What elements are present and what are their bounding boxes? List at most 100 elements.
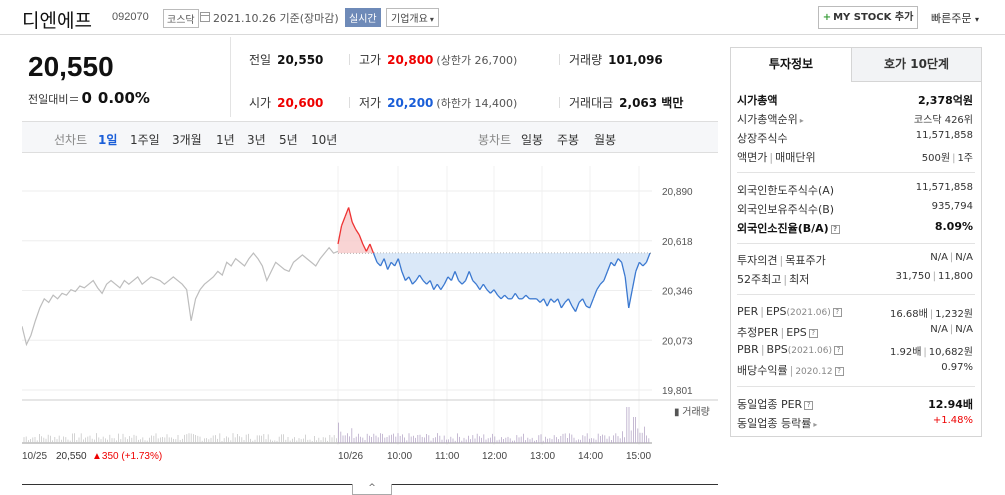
candle-monthly[interactable]: 월봉	[594, 133, 617, 147]
price-segment	[376, 261, 382, 267]
candle-weekly[interactable]: 주봉	[557, 133, 580, 147]
price-segment	[514, 292, 520, 300]
price-segment	[638, 261, 644, 267]
price-segment	[465, 271, 470, 281]
price-segment	[578, 298, 584, 303]
price-segment	[450, 271, 456, 281]
my-stock-add-button[interactable]: + MY STOCK 추가	[818, 6, 918, 29]
plus-icon: +	[822, 12, 832, 23]
investment-info-panel: 투자정보 호가 10단계 시가총액 2,378억원 시가총액순위 ▸ 코스닥 426위…	[730, 47, 982, 437]
row-pbr-bps: PBR | BPS(2021.06)? 1.92배 | 10,682원	[737, 343, 973, 358]
period-1y[interactable]: 1년	[216, 133, 235, 147]
price-segment	[631, 271, 637, 290]
price-segment	[422, 280, 428, 285]
price-segment	[443, 276, 449, 285]
chevron-right-icon: ▸	[813, 420, 818, 429]
price-segment	[560, 302, 566, 309]
chevron-down-icon: ▾	[974, 15, 979, 24]
price-segment	[525, 294, 530, 300]
price-segment	[500, 294, 506, 300]
row-shares: 상장주식수 11,571,858	[737, 130, 973, 145]
price-segment	[387, 261, 392, 270]
tab-investment-info[interactable]: 투자정보	[731, 48, 851, 82]
stock-code: 092070	[112, 11, 149, 23]
row-market-cap: 시가총액 2,378억원	[737, 94, 973, 107]
candle-daily[interactable]: 일봉	[521, 133, 544, 147]
tab-order-book[interactable]: 호가 10단계	[851, 48, 981, 82]
price-segment	[582, 298, 587, 307]
candle-chart-label: 봉차트	[478, 133, 512, 147]
price-segment	[489, 289, 495, 294]
price-segment	[624, 276, 630, 309]
period-5y[interactable]: 5년	[279, 133, 298, 147]
company-info-label: 기업개요	[391, 14, 428, 25]
price-segment	[369, 243, 375, 254]
quick-order-button[interactable]: 빠른주문 ▾	[931, 10, 979, 26]
price-segment	[426, 280, 431, 285]
base-date: 2021.10.26 기준(장마감)	[213, 12, 339, 25]
price-segment	[642, 261, 647, 267]
price-segment	[628, 289, 633, 309]
price-segment	[454, 271, 460, 281]
period-1d[interactable]: 1일	[98, 133, 118, 147]
price-segment	[394, 258, 399, 267]
price-segment	[482, 283, 488, 291]
y-tick-label: 20,618	[662, 237, 693, 248]
price-chart-svg: 20,890 20,618 20,346 20,073 19,801 ▮ 거래량 10/25…	[21, 166, 718, 462]
price-chart[interactable]: 20,890 20,618 20,346 20,073 19,801 ▮ 거래량 10/25…	[21, 153, 718, 483]
price-segment	[461, 280, 467, 285]
price-segment	[603, 271, 609, 281]
row-industry-per: 동일업종 PER? 12.94배	[737, 398, 973, 411]
price-summary: 20,550 전일대비 0 0.00%	[22, 37, 230, 117]
realtime-button[interactable]: 실시간	[345, 8, 381, 27]
price-segment	[564, 298, 569, 303]
price-segment	[504, 294, 509, 300]
price-segment	[596, 283, 601, 291]
price-segment	[415, 274, 421, 281]
change-value: 0	[81, 89, 92, 107]
price-segment	[404, 276, 410, 281]
price-segment	[585, 305, 591, 309]
line-chart-label: 선차트	[54, 133, 88, 147]
company-info-dropdown[interactable]: 기업개요 ▾	[386, 8, 439, 27]
row-foreign-ratio: 외국인소진율(B/A)? 8.09%	[737, 220, 973, 235]
change-label: 전일대비	[28, 93, 69, 106]
y-tick-label: 20,346	[662, 287, 693, 298]
price-segment	[486, 289, 491, 294]
period-3m[interactable]: 3개월	[172, 133, 202, 147]
current-price: 20,550	[28, 51, 114, 82]
help-icon: ?	[804, 401, 814, 410]
y-tick-label: 19,801	[662, 386, 693, 397]
x-label: 10/26	[338, 451, 363, 462]
prev-day-line	[21, 246, 339, 347]
price-segment	[536, 298, 541, 303]
footer-price: 20,550	[56, 451, 87, 462]
help-icon: ?	[830, 225, 840, 234]
market-badge: 코스닥	[163, 9, 199, 28]
price-segment	[401, 271, 406, 281]
price-segment	[592, 289, 598, 300]
row-cap-rank: 시가총액순위 ▸ 코스닥 426위	[737, 113, 973, 126]
price-segment	[365, 243, 371, 252]
period-1w[interactable]: 1주일	[130, 133, 160, 147]
chevron-up-icon[interactable]: ^	[352, 484, 392, 495]
stock-header: 디엔에프 092070 코스닥 2021.10.26 기준(장마감) 실시간 기…	[0, 0, 1005, 35]
price-segment	[553, 298, 559, 303]
price-segment	[546, 298, 552, 307]
price-segment	[543, 298, 548, 307]
price-segment	[429, 280, 435, 290]
price-segment	[436, 283, 442, 291]
price-segment	[497, 294, 502, 300]
volume-legend: ▮ 거래량	[674, 406, 710, 418]
price-segment	[621, 262, 626, 278]
x-label: 10/25	[22, 451, 47, 462]
period-3y[interactable]: 3년	[247, 133, 266, 147]
price-segment	[493, 289, 499, 296]
x-label: 15:00	[626, 451, 651, 462]
price-segment	[372, 252, 378, 263]
footer-change: ▲350 (+1.73%)	[92, 451, 162, 462]
period-10y[interactable]: 10년	[311, 133, 338, 147]
row-industry-rate: 동일업종 등락률 ▸ +1.48%	[737, 415, 973, 430]
x-label: 14:00	[578, 451, 603, 462]
price-segment	[613, 258, 619, 267]
